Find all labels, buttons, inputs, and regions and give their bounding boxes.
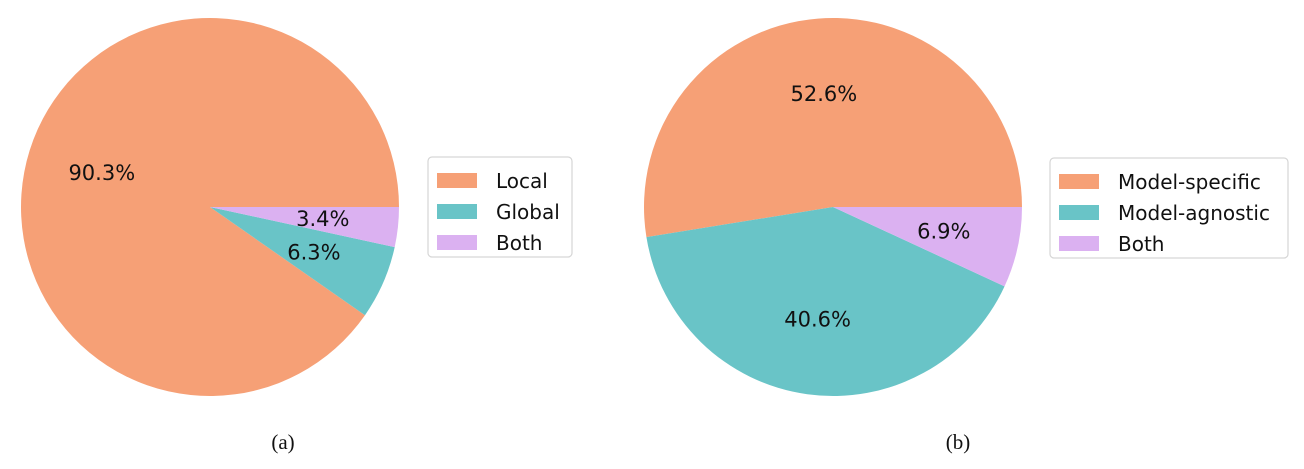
- pie-slice-both: [833, 207, 1022, 287]
- legend: Local Global Both: [427, 156, 573, 258]
- legend-label-global: Global: [496, 200, 560, 224]
- legend-label-model-specific: Model-specific: [1118, 170, 1261, 194]
- slice-label-global: 6.3%: [287, 240, 340, 264]
- legend-label-model-agnostic: Model-agnostic: [1118, 201, 1270, 225]
- pie-slice-model-agnostic: [646, 207, 1005, 396]
- pie-slice-global: [210, 207, 395, 316]
- slice-label-local: 90.3%: [68, 161, 135, 185]
- pie-chart-b: 52.6% 40.6% 6.9% Model-specific Model-agnost…: [644, 17, 1289, 454]
- legend-swatch-both: [437, 235, 477, 250]
- chart-caption: (b): [946, 430, 971, 454]
- legend-label-local: Local: [496, 169, 548, 193]
- slice-label-model-specific: 52.6%: [791, 82, 858, 106]
- slice-label-both: 3.4%: [296, 207, 349, 231]
- pie-slice-local: [21, 17, 399, 396]
- legend-frame: [1049, 157, 1289, 259]
- legend-swatch-both: [1059, 236, 1099, 251]
- legend-swatch-model-agnostic: [1059, 205, 1099, 220]
- pie-chart-a: 90.3% 6.3% 3.4% Local Global Both (a): [21, 17, 573, 454]
- slice-label-model-agnostic: 40.6%: [784, 307, 851, 331]
- legend-swatch-global: [437, 204, 477, 219]
- pie-slice-model-specific: [644, 17, 1022, 238]
- legend-swatch-local: [437, 173, 477, 188]
- legend-swatch-model-specific: [1059, 174, 1099, 189]
- legend: Model-specific Model-agnostic Both: [1049, 157, 1289, 259]
- legend-label-both: Both: [1118, 232, 1164, 256]
- legend-label-both: Both: [496, 231, 542, 255]
- chart-caption: (a): [271, 430, 294, 454]
- slice-label-both: 6.9%: [917, 219, 970, 243]
- pie-slice-both: [210, 207, 399, 248]
